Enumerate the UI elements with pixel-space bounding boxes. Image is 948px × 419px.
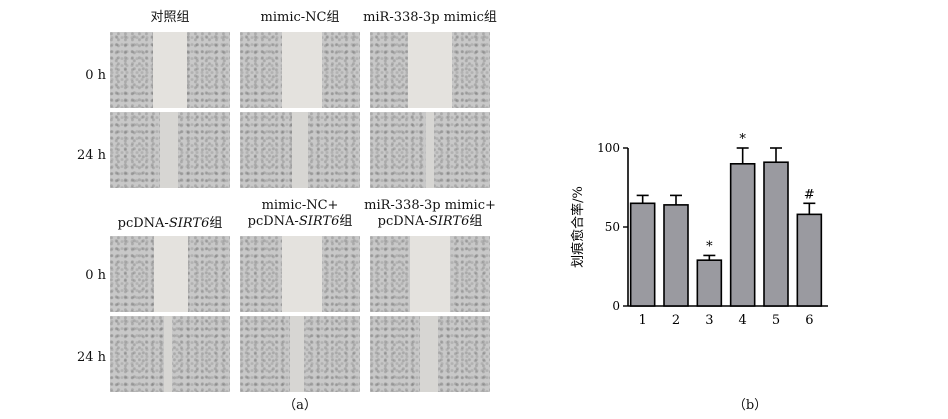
micrograph-mimic-nc-pcdna-24h — [240, 316, 360, 392]
y-tick-label: 0 — [612, 299, 620, 313]
bar — [763, 161, 789, 307]
y-tick-label: 100 — [597, 141, 620, 155]
micrograph-mir-mimic-pcdna-0h — [370, 236, 490, 312]
micrograph-mimic-nc-24h — [240, 112, 360, 188]
row-label-0h-top: 0 h — [85, 68, 106, 83]
x-tick-label: 2 — [672, 313, 680, 328]
micrograph-mir-mimic-24h — [370, 112, 490, 188]
group-label-control: 对照组 — [150, 10, 190, 25]
x-tick-label: 3 — [705, 313, 713, 328]
bar — [663, 204, 689, 307]
panel-b-caption: （b） — [732, 398, 768, 413]
x-tick-label: 5 — [772, 313, 780, 328]
significance-mark: # — [804, 187, 815, 202]
group-label-mimic-nc: mimic-NC组 — [260, 10, 340, 25]
bar-chart: 0 50 100 划痕愈合率/% 1 2 3 * 4 * 5 6 # — [570, 132, 828, 328]
micrograph-mimic-nc-pcdna-0h — [240, 236, 360, 312]
micrograph-control-24h — [110, 112, 230, 188]
group-label-pcdna-sirt6: pcDNA-SIRT6组 — [117, 216, 223, 231]
bar — [796, 213, 823, 307]
micrograph-pcdna-sirt6-0h — [110, 236, 230, 312]
micrograph-mir-mimic-0h — [370, 32, 490, 108]
group-label-mir-mimic-pcdna: miR-338-3p mimic+ pcDNA-SIRT6组 — [364, 198, 496, 229]
micrograph-control-0h — [110, 32, 230, 108]
row-label-24h-top: 24 h — [76, 148, 106, 163]
y-axis-label: 划痕愈合率/% — [570, 186, 586, 268]
micrograph-mir-mimic-pcdna-24h — [370, 316, 490, 392]
row-label-0h-bottom: 0 h — [85, 268, 106, 283]
bar — [629, 202, 656, 307]
x-tick-label: 4 — [739, 313, 747, 328]
row-label-24h-bottom: 24 h — [76, 350, 106, 365]
panel-a-caption: （a） — [283, 398, 317, 413]
group-label-mir-mimic: miR-338-3p mimic组 — [363, 10, 497, 25]
bar — [696, 259, 723, 307]
x-tick-label: 1 — [639, 313, 647, 328]
group-label-mimic-nc-pcdna: mimic-NC+ pcDNA-SIRT6组 — [247, 198, 353, 229]
micrograph-pcdna-sirt6-24h — [110, 316, 230, 392]
significance-mark: * — [739, 132, 746, 147]
y-tick-label: 50 — [605, 220, 620, 234]
significance-mark: * — [706, 239, 713, 254]
x-tick-label: 6 — [805, 313, 813, 328]
bar — [729, 162, 756, 307]
micrograph-mimic-nc-0h — [240, 32, 360, 108]
